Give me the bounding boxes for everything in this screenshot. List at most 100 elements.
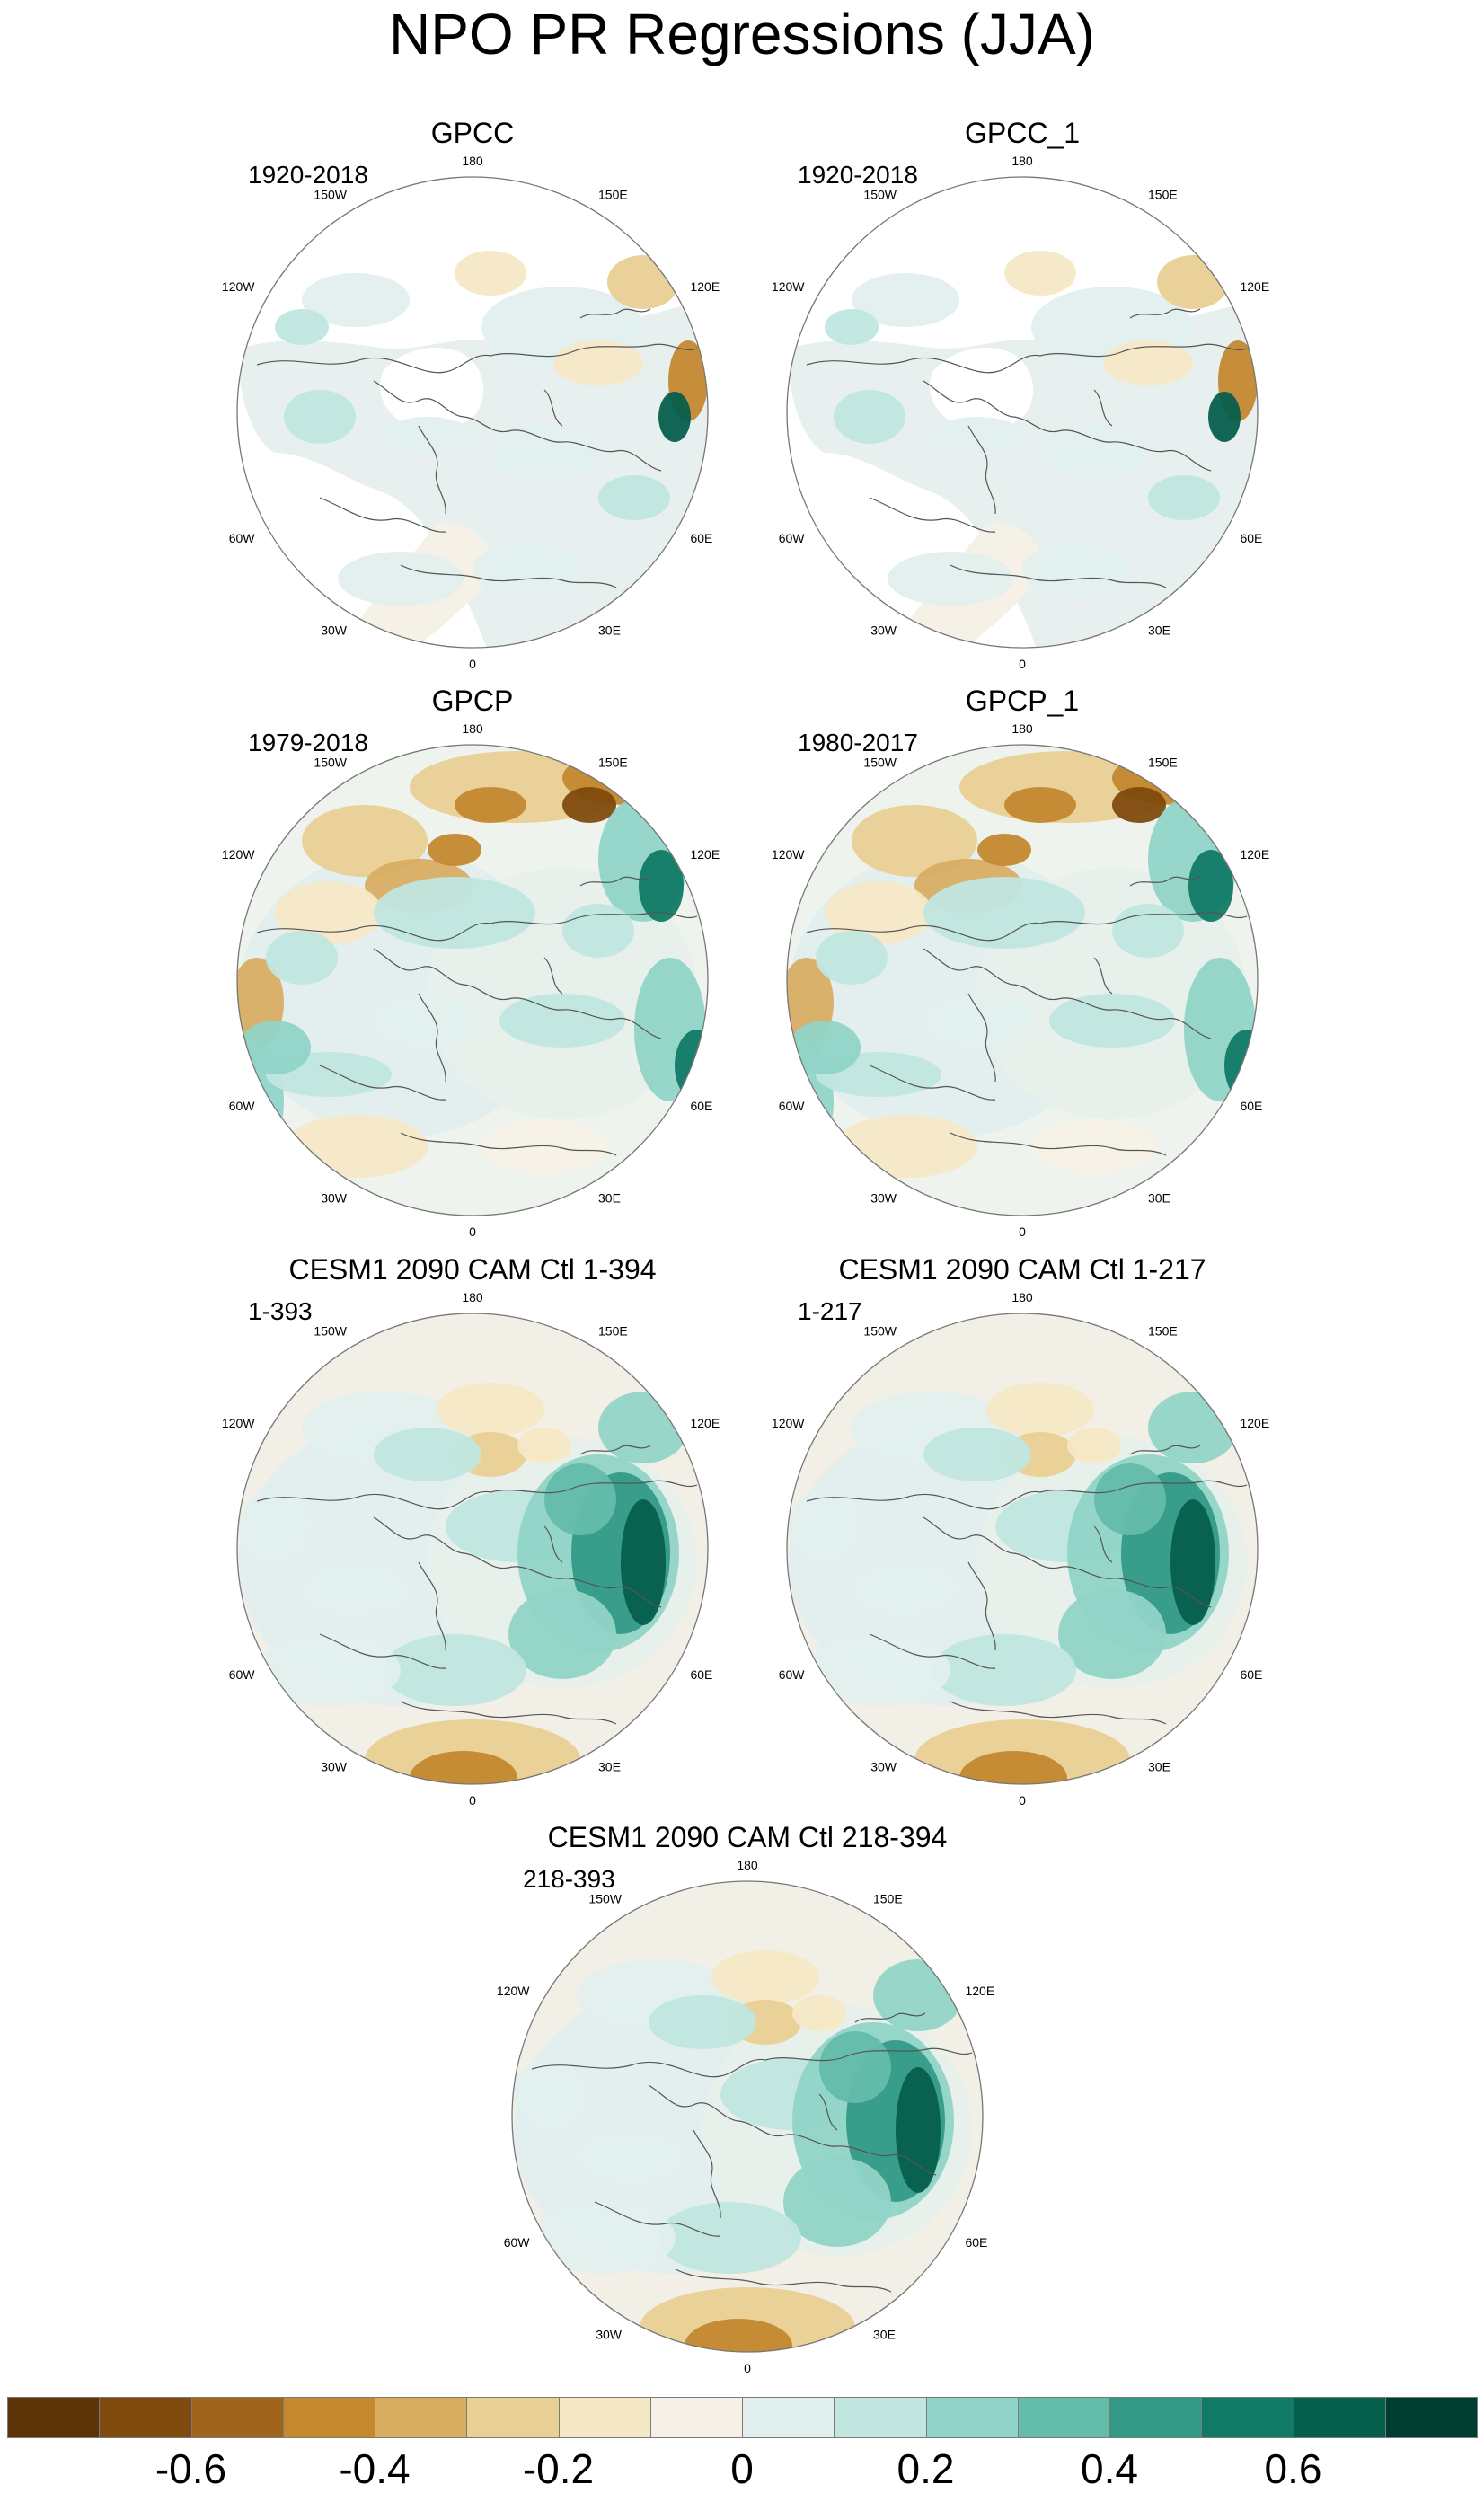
polar-map: 180150E120E90E60E30E030W60W90W120W150W <box>771 1293 1269 1805</box>
longitude-label: 0 <box>469 1224 476 1236</box>
longitude-label: 30W <box>321 1759 348 1773</box>
longitude-label: 30W <box>870 1190 897 1205</box>
longitude-label: 150W <box>314 188 347 202</box>
panel-period: 1980-2017 <box>798 729 918 756</box>
panel-period: 1-393 <box>248 1297 313 1325</box>
longitude-label: 150W <box>863 1324 897 1339</box>
longitude-label: 150E <box>1148 756 1178 770</box>
panel-title: GPCP <box>431 685 514 717</box>
longitude-label: 180 <box>462 1293 483 1304</box>
longitude-label: 120W <box>772 279 805 294</box>
longitude-label: 180 <box>462 156 483 168</box>
longitude-label: 150W <box>863 756 897 770</box>
longitude-label: 0 <box>1019 1793 1026 1805</box>
longitude-label: 180 <box>1011 724 1033 736</box>
longitude-label: 120E <box>1240 1416 1269 1430</box>
map-boundary <box>236 176 709 649</box>
longitude-label: 60E <box>965 2235 987 2250</box>
map-panel: GPCC_1180150E120E90E60E30E030W60W90W120W… <box>771 115 1274 672</box>
colorbar-tick-label: 0.2 <box>897 2445 955 2492</box>
longitude-label: 120W <box>222 1416 255 1430</box>
longitude-label: 90W <box>221 405 222 420</box>
panel-title: CESM1 2090 CAM Ctl 218-394 <box>547 1821 948 1853</box>
longitude-label: 180 <box>737 1861 758 1872</box>
colorbar-tick-label: -0.6 <box>155 2445 227 2492</box>
longitude-label: 120E <box>1240 279 1269 294</box>
polar-map: 180150E120E90E60E30E030W60W90W120W150W <box>771 724 1269 1236</box>
panel-title: CESM1 2090 CAM Ctl 1-394 <box>288 1253 657 1286</box>
figure-title: NPO PR Regressions (JJA) <box>389 2 1095 66</box>
longitude-label: 30W <box>870 623 897 637</box>
panel-period: 218-393 <box>523 1865 615 1893</box>
colorbar-swatch <box>1017 2397 1110 2438</box>
longitude-label: 30E <box>1148 1190 1170 1205</box>
longitude-label: 30E <box>598 1759 621 1773</box>
panel-title: GPCC_1 <box>964 117 1081 149</box>
colorbar-swatch <box>7 2397 101 2438</box>
longitude-label: 180 <box>1011 156 1033 168</box>
panel-title: CESM1 2090 CAM Ctl 1-217 <box>838 1253 1206 1286</box>
polar-map: 180150E120E90E60E30E030W60W90W120W150W <box>496 1861 994 2373</box>
colorbar-tick-label: 0 <box>730 2445 754 2492</box>
map-boundary <box>511 1880 984 2353</box>
panel-period: 1-217 <box>798 1297 862 1325</box>
longitude-label: 60E <box>1240 531 1262 545</box>
colorbar-swatch <box>1384 2397 1478 2438</box>
colorbar <box>7 2397 1478 2438</box>
longitude-label: 120W <box>222 847 255 862</box>
longitude-label: 60W <box>229 1099 256 1113</box>
longitude-label: 90W <box>496 2109 497 2124</box>
map-boundary <box>786 176 1259 649</box>
longitude-label: 30W <box>321 623 348 637</box>
longitude-label: 150W <box>863 188 897 202</box>
longitude-label: 180 <box>1011 1293 1033 1304</box>
longitude-label: 120E <box>690 279 720 294</box>
map-panel: GPCP_1180150E120E90E60E30E030W60W90W120W… <box>771 683 1274 1240</box>
map-boundary <box>786 744 1259 1216</box>
longitude-label: 120W <box>772 1416 805 1430</box>
colorbar-swatch <box>99 2397 192 2438</box>
panel-period: 1920-2018 <box>798 161 918 189</box>
longitude-label: 60W <box>229 531 256 545</box>
map-panel: CESM1 2090 CAM Ctl 218-394180150E120E90E… <box>496 1819 999 2376</box>
longitude-label: 30E <box>598 623 621 637</box>
colorbar-tick-label: -0.4 <box>339 2445 411 2492</box>
longitude-label: 120W <box>772 847 805 862</box>
longitude-label: 120W <box>222 279 255 294</box>
colorbar-swatch <box>558 2397 651 2438</box>
longitude-label: 30E <box>598 1190 621 1205</box>
map-panel: CESM1 2090 CAM Ctl 1-394180150E120E90E60… <box>221 1251 724 1808</box>
map-boundary <box>236 1313 709 1785</box>
longitude-label: 60W <box>779 1667 806 1682</box>
longitude-label: 60E <box>1240 1099 1262 1113</box>
longitude-label: 90W <box>221 1542 222 1556</box>
colorbar-swatch <box>1109 2397 1203 2438</box>
longitude-label: 30E <box>873 2327 896 2341</box>
colorbar-swatch <box>282 2397 375 2438</box>
colorbar-tick-label: -0.2 <box>522 2445 595 2492</box>
longitude-label: 150E <box>598 1324 628 1339</box>
colorbar-swatch <box>834 2397 927 2438</box>
colorbar-swatch <box>466 2397 560 2438</box>
longitude-label: 90W <box>771 973 772 987</box>
colorbar-swatch <box>742 2397 835 2438</box>
longitude-label: 120E <box>1240 847 1269 862</box>
longitude-label: 90W <box>221 973 222 987</box>
colorbar-swatch <box>375 2397 468 2438</box>
longitude-label: 150W <box>588 1892 622 1906</box>
longitude-label: 150E <box>598 188 628 202</box>
longitude-label: 60W <box>229 1667 256 1682</box>
longitude-label: 60E <box>690 1099 712 1113</box>
map-boundary <box>236 744 709 1216</box>
colorbar-swatch <box>925 2397 1019 2438</box>
longitude-label: 30W <box>870 1759 897 1773</box>
colorbar-swatch <box>649 2397 743 2438</box>
panel-period: 1979-2018 <box>248 729 368 756</box>
map-boundary <box>786 1313 1259 1785</box>
longitude-label: 150W <box>314 756 347 770</box>
longitude-label: 0 <box>469 1793 476 1805</box>
longitude-label: 30W <box>321 1190 348 1205</box>
polar-map: 180150E120E90E60E30E030W60W90W120W150W <box>221 156 720 668</box>
longitude-label: 180 <box>462 724 483 736</box>
polar-map: 180150E120E90E60E30E030W60W90W120W150W <box>221 1293 720 1805</box>
